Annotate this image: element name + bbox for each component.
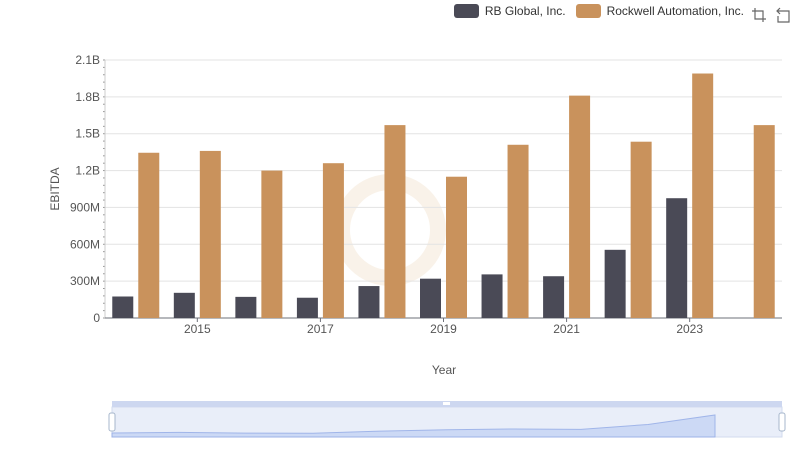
x-tick-label: 2017 (307, 322, 334, 336)
bar-rockwell[interactable] (138, 152, 160, 318)
bar-rb-global[interactable] (173, 292, 195, 318)
y-tick-label: 1.8B (75, 90, 100, 104)
x-tick-label: 2015 (184, 322, 211, 336)
y-tick-label: 1.2B (75, 164, 100, 178)
legend-swatch-rockwell (575, 4, 601, 18)
bar-rockwell[interactable] (569, 95, 591, 318)
legend-item-rockwell[interactable]: Rockwell Automation, Inc. (575, 4, 744, 18)
bar-rb-global[interactable] (235, 296, 257, 318)
legend-item-rb-global[interactable]: RB Global, Inc. (453, 4, 566, 18)
bar-rockwell[interactable] (753, 125, 775, 318)
y-tick-label: 1.5B (75, 127, 100, 141)
bar-rb-global[interactable] (543, 276, 565, 318)
bar-rockwell[interactable] (384, 125, 406, 318)
bar-rockwell[interactable] (446, 176, 467, 318)
y-tick-label: 300M (70, 274, 100, 288)
datazoom-handle-right[interactable] (778, 412, 786, 432)
legend-label-rb-global: RB Global, Inc. (484, 4, 566, 18)
bar-rockwell[interactable] (322, 163, 344, 318)
bar-rb-global[interactable] (604, 249, 626, 318)
x-tick-label: 2019 (430, 322, 457, 336)
bar-rb-global[interactable] (112, 296, 134, 319)
y-tick-label: 2.1B (75, 53, 100, 67)
bar-rb-global[interactable] (296, 297, 318, 318)
bar-rb-global[interactable] (420, 278, 441, 318)
x-tick-label: 2021 (553, 322, 580, 336)
bar-rockwell[interactable] (692, 73, 714, 318)
toolbox (750, 6, 792, 24)
y-tick-label: 0 (93, 311, 100, 325)
x-axis-title: Year (432, 363, 456, 377)
datazoom-handle-left[interactable] (108, 412, 116, 432)
bar-rockwell[interactable] (261, 170, 283, 318)
y-axis-title: EBITDA (48, 167, 62, 210)
legend-swatch-rb-global (453, 4, 479, 18)
y-tick-label: 600M (70, 237, 100, 251)
bar-rb-global[interactable] (666, 198, 688, 318)
legend: RB Global, Inc. Rockwell Automation, Inc… (453, 4, 744, 18)
restore-icon[interactable] (774, 6, 792, 24)
y-tick-label: 900M (70, 200, 100, 214)
bar-rockwell[interactable] (199, 150, 221, 318)
x-tick-label: 2023 (676, 322, 703, 336)
zoom-icon[interactable] (750, 6, 768, 24)
datazoom-grip[interactable] (443, 402, 450, 405)
legend-label-rockwell: Rockwell Automation, Inc. (606, 4, 744, 18)
datazoom-preview-area (111, 414, 716, 438)
bar-rockwell[interactable] (507, 144, 529, 318)
bar-rockwell[interactable] (630, 141, 652, 318)
bar-rb-global[interactable] (358, 286, 380, 318)
bar-rb-global[interactable] (481, 274, 503, 318)
